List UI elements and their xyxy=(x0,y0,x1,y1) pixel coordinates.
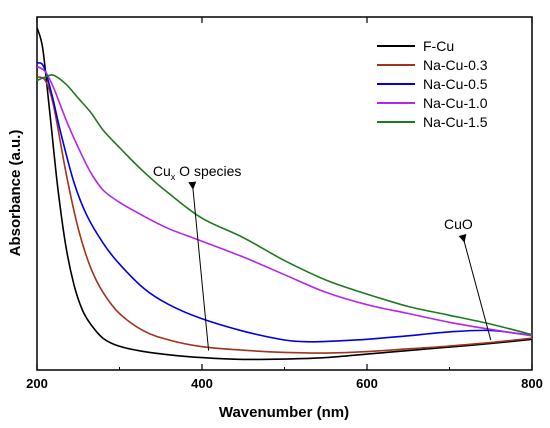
series-line-f-cu xyxy=(36,27,533,361)
x-tick-label: 200 xyxy=(26,376,48,391)
x-axis-title: Wavenumber (nm) xyxy=(219,404,349,421)
x-tick-label: 400 xyxy=(191,376,213,391)
legend-label: F-Cu xyxy=(423,38,454,54)
legend-label: Na-Cu-0.5 xyxy=(423,76,488,92)
x-ticks: 200 400 600 800 xyxy=(26,17,543,391)
series-layer xyxy=(36,27,533,361)
legend-label: Na-Cu-1.5 xyxy=(423,114,488,130)
annotation-arrow xyxy=(458,233,492,341)
legend-label: Na-Cu-1.0 xyxy=(423,95,488,111)
series-line-na-cu-1-5 xyxy=(36,74,533,336)
series-line-na-cu-0-5 xyxy=(36,62,533,343)
annotations: Cux O species CuO xyxy=(153,163,492,351)
legend-label: Na-Cu-0.3 xyxy=(423,57,488,73)
x-tick-label: 600 xyxy=(356,376,378,391)
y-axis-title: Absorbance (a.u.) xyxy=(7,130,24,257)
annotation-arrow xyxy=(188,181,210,351)
series-line-na-cu-1-0 xyxy=(36,65,533,337)
annotation-cuxo-species: Cux O species xyxy=(153,163,242,182)
x-tick-label: 800 xyxy=(521,376,543,391)
series-line-na-cu-0-3 xyxy=(36,76,533,354)
legend: F-Cu Na-Cu-0.3 Na-Cu-0.5 Na-Cu-1.0 Na-Cu-1.5 xyxy=(377,38,488,130)
annotation-cuo: CuO xyxy=(444,216,473,232)
